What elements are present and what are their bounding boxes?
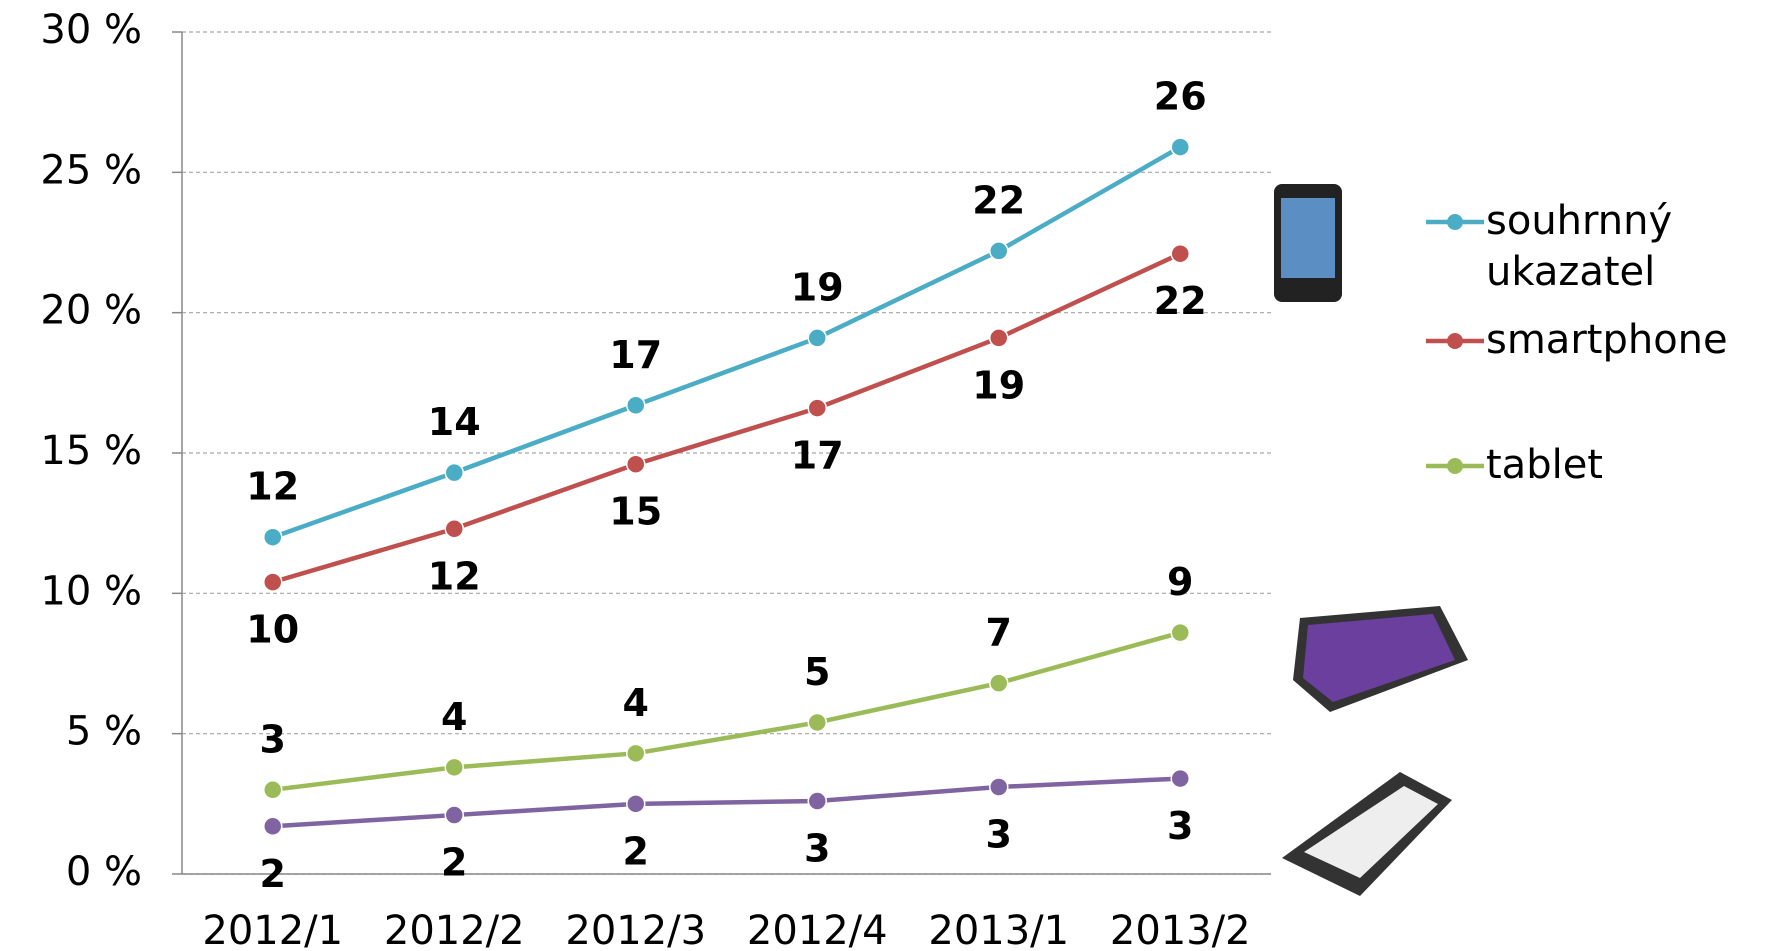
y-tick-label: 10 % bbox=[40, 568, 142, 614]
data-label: 14 bbox=[428, 400, 481, 444]
legend-item: smartphone bbox=[1424, 315, 1774, 366]
data-label: 3 bbox=[260, 717, 286, 761]
data-point bbox=[626, 794, 646, 814]
y-tick-label: 30 % bbox=[40, 7, 142, 53]
x-tick-label: 2013/2 bbox=[1110, 908, 1251, 951]
data-point bbox=[1170, 137, 1190, 157]
y-tick-label: 20 % bbox=[40, 288, 142, 334]
data-point bbox=[989, 241, 1009, 261]
data-label: 17 bbox=[791, 434, 844, 478]
data-label: 5 bbox=[804, 650, 830, 694]
data-label: 17 bbox=[609, 333, 662, 377]
data-point bbox=[626, 743, 646, 764]
data-point bbox=[263, 780, 283, 800]
data-point bbox=[263, 816, 283, 837]
data-point bbox=[444, 519, 464, 539]
y-tick-label: 25 % bbox=[40, 147, 142, 193]
data-label: 12 bbox=[428, 554, 481, 598]
legend-item: tablet bbox=[1424, 440, 1774, 491]
data-point bbox=[989, 673, 1009, 693]
legend-marker bbox=[1426, 458, 1484, 474]
data-point bbox=[1170, 243, 1190, 264]
series-line bbox=[272, 630, 1181, 793]
x-tick-label: 2012/3 bbox=[565, 908, 706, 951]
data-label: 22 bbox=[972, 178, 1025, 222]
series-line bbox=[272, 251, 1182, 585]
smartphone-screen bbox=[1281, 198, 1335, 278]
data-label: 3 bbox=[1167, 804, 1193, 848]
tablet-screen bbox=[1303, 614, 1455, 702]
data-point bbox=[626, 395, 646, 416]
device-images bbox=[1274, 184, 1468, 896]
data-point bbox=[807, 791, 827, 811]
ereader-screen bbox=[1304, 786, 1438, 878]
data-label: 4 bbox=[441, 695, 467, 739]
legend: souhrnný ukazatel smartphone tablet bbox=[1424, 196, 1774, 491]
x-tick-label: 2012/2 bbox=[384, 908, 525, 951]
data-point bbox=[1170, 768, 1190, 789]
data-point bbox=[807, 328, 827, 348]
y-tick-label: 5 % bbox=[66, 709, 142, 755]
legend-dot bbox=[1447, 458, 1463, 474]
legend-dot bbox=[1447, 214, 1463, 230]
x-tick-label: 2012/1 bbox=[202, 908, 343, 951]
legend-item: souhrnný ukazatel bbox=[1424, 196, 1774, 298]
x-tick-label: 2013/1 bbox=[928, 908, 1069, 951]
y-tick-label: 15 % bbox=[40, 428, 142, 474]
data-point bbox=[263, 527, 283, 547]
data-point bbox=[989, 328, 1009, 348]
data-point bbox=[444, 757, 464, 778]
legend-label: tablet bbox=[1486, 442, 1603, 488]
data-label: 19 bbox=[972, 363, 1025, 407]
data-label: 3 bbox=[986, 812, 1012, 856]
data-label: 22 bbox=[1154, 279, 1207, 323]
legend-label: smartphone bbox=[1486, 317, 1728, 363]
data-label: 15 bbox=[609, 490, 662, 534]
y-tick-label: 0 % bbox=[66, 849, 142, 895]
data-point bbox=[807, 712, 827, 733]
legend-marker bbox=[1426, 214, 1484, 230]
data-label: 10 bbox=[246, 608, 299, 652]
legend-dot bbox=[1447, 333, 1463, 349]
data-point bbox=[263, 572, 283, 592]
legend-marker bbox=[1426, 333, 1484, 349]
data-label: 19 bbox=[791, 265, 844, 309]
data-label: 9 bbox=[1167, 560, 1193, 604]
series-line bbox=[272, 776, 1181, 829]
data-point bbox=[626, 454, 646, 474]
data-label: 12 bbox=[246, 465, 299, 509]
data-label: 2 bbox=[441, 841, 467, 885]
series-line bbox=[271, 145, 1182, 540]
data-label: 2 bbox=[623, 829, 649, 873]
data-label: 3 bbox=[804, 827, 830, 871]
data-label: 7 bbox=[986, 611, 1012, 655]
data-point bbox=[1170, 622, 1190, 643]
legend-label: souhrnný ukazatel bbox=[1486, 198, 1673, 295]
data-point bbox=[989, 777, 1009, 797]
data-label: 26 bbox=[1154, 75, 1207, 119]
x-tick-label: 2012/4 bbox=[747, 908, 888, 951]
data-label: 2 bbox=[260, 852, 286, 896]
data-point bbox=[444, 462, 464, 483]
data-label: 4 bbox=[623, 681, 649, 725]
data-point bbox=[444, 805, 464, 825]
data-point bbox=[807, 398, 827, 418]
